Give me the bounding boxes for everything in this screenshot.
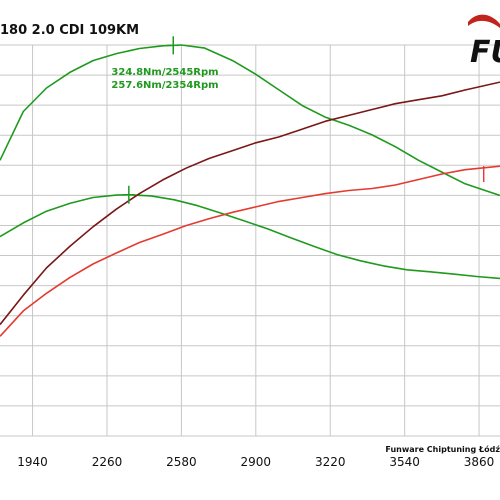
x-tick-label: 2260 (92, 455, 123, 469)
x-tick-label: 3220 (315, 455, 346, 469)
series-line-3 (0, 81, 500, 326)
logo-swoosh-icon (468, 14, 500, 28)
x-tick-label: 2580 (166, 455, 197, 469)
x-tick-label: 3540 (389, 455, 420, 469)
x-tick-label: 1940 (17, 455, 48, 469)
series-line-2 (0, 194, 500, 280)
logo-text: FU (470, 35, 500, 70)
peak-annotation: 324.8Nm/2545Rpm (111, 67, 218, 78)
peak-annotation: 257.6Nm/2354Rpm (111, 80, 218, 91)
x-tick-label: 2900 (241, 455, 272, 469)
series-line-1 (0, 44, 500, 197)
x-tick-label: 3860 (464, 455, 495, 469)
chart-title: 180 2.0 CDI 109KM (0, 23, 139, 38)
logo: FU (468, 14, 500, 70)
series-line-4 (0, 165, 500, 337)
chart-credit: Funware Chiptuning Łódź (385, 444, 500, 454)
